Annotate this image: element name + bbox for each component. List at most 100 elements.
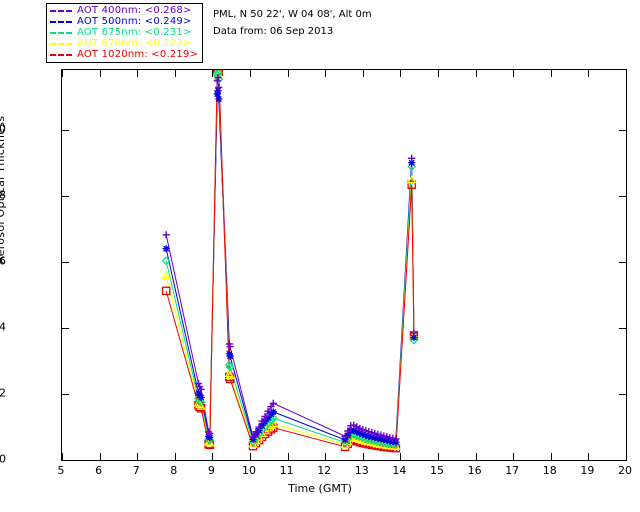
legend-entry: AOT 500nm: <0.249> bbox=[50, 16, 198, 27]
data-point-asterisk bbox=[365, 432, 373, 440]
data-point-asterisk bbox=[341, 436, 349, 444]
legend-entry-label: AOT 500nm bbox=[77, 16, 138, 27]
data-point-asterisk bbox=[214, 87, 222, 95]
legend-entry: AOT 400nm: <0.268> bbox=[50, 5, 198, 16]
legend-entry: AOT 675nm: <0.231> bbox=[50, 27, 198, 38]
x-tick bbox=[588, 453, 590, 460]
x-tick-label: 5 bbox=[57, 464, 65, 477]
legend-entry: AOT 1020nm: <0.219> bbox=[50, 49, 198, 60]
data-point-plus bbox=[226, 342, 234, 351]
x-tick-label: 8 bbox=[170, 464, 178, 477]
x-axis-title: Time (GMT) bbox=[288, 482, 352, 495]
data-point-asterisk bbox=[213, 90, 221, 98]
y-tick bbox=[619, 130, 626, 132]
y-tick bbox=[619, 262, 626, 264]
x-tick bbox=[212, 453, 214, 460]
y-tick bbox=[62, 130, 69, 132]
data-point-triangle bbox=[161, 270, 171, 279]
data-point-asterisk bbox=[258, 422, 266, 430]
data-point-asterisk bbox=[371, 433, 379, 442]
data-point-asterisk bbox=[226, 352, 234, 360]
legend-entry: AOT 870nm: <0.223> bbox=[50, 38, 198, 49]
x-tick bbox=[62, 453, 63, 460]
legend-entry-label: AOT 1020nm bbox=[77, 49, 145, 60]
x-tick-label: 14 bbox=[392, 464, 407, 477]
x-tick bbox=[550, 70, 552, 77]
legend-entry-value: : <0.231> bbox=[137, 27, 192, 38]
data-point-triangle bbox=[225, 370, 235, 380]
legend-entry-text: AOT 400nm: <0.268> bbox=[77, 5, 192, 16]
data-point-diamond bbox=[205, 435, 215, 445]
legend-entry-text: AOT 870nm: <0.223> bbox=[77, 38, 192, 49]
x-tick bbox=[550, 453, 552, 460]
x-tick bbox=[137, 453, 139, 460]
data-point-plus bbox=[344, 427, 352, 435]
series-markers bbox=[162, 73, 418, 443]
legend-line-swatch bbox=[50, 53, 72, 56]
x-tick bbox=[62, 70, 63, 77]
x-tick bbox=[250, 453, 251, 460]
legend-line-swatch bbox=[50, 9, 72, 12]
data-point-asterisk bbox=[362, 431, 370, 439]
series-line bbox=[165, 77, 415, 440]
y-tick-label: 0.0 bbox=[0, 452, 6, 466]
data-point-plus bbox=[341, 432, 349, 440]
y-tick bbox=[619, 394, 626, 396]
data-point-asterisk bbox=[194, 389, 203, 397]
x-tick-label: 11 bbox=[279, 464, 294, 477]
data-point-plus bbox=[206, 430, 214, 438]
legend-entry-label: AOT 675nm bbox=[77, 27, 138, 38]
data-point-asterisk bbox=[374, 434, 382, 442]
y-tick-label: 0.4 bbox=[0, 320, 6, 334]
data-point-plus bbox=[258, 417, 266, 425]
legend-entry-text: AOT 675nm: <0.231> bbox=[77, 27, 192, 38]
plot-canvas bbox=[62, 70, 626, 460]
plot-frame bbox=[61, 69, 627, 461]
legend-entry-value: : <0.219> bbox=[144, 49, 199, 60]
y-tick bbox=[619, 328, 626, 330]
legend-entry-value: : <0.223> bbox=[137, 38, 192, 49]
data-point-square bbox=[266, 425, 276, 434]
x-tick-label: 15 bbox=[430, 464, 444, 477]
data-point-plus bbox=[408, 154, 416, 162]
data-point-plus bbox=[264, 407, 272, 415]
series-line bbox=[165, 72, 415, 446]
data-point-triangle bbox=[346, 433, 356, 442]
data-point-diamond bbox=[225, 362, 235, 372]
data-point-plus bbox=[213, 77, 221, 85]
data-point-asterisk bbox=[350, 426, 358, 434]
data-point-plus bbox=[392, 435, 400, 443]
data-point-plus bbox=[215, 83, 223, 92]
legend-entry-value: : <0.268> bbox=[137, 5, 192, 16]
data-point-asterisk bbox=[356, 429, 364, 437]
data-point-asterisk bbox=[197, 393, 205, 401]
data-point-plus bbox=[197, 385, 205, 394]
data-point-asterisk bbox=[377, 435, 385, 443]
legend-entry-label: AOT 400nm bbox=[77, 5, 138, 16]
x-tick bbox=[588, 70, 590, 77]
x-tick-label: 13 bbox=[354, 464, 369, 477]
legend-line-swatch bbox=[50, 20, 72, 23]
data-point-triangle bbox=[260, 425, 270, 435]
data-point-square bbox=[407, 180, 416, 189]
header-info: PML, N 50 22', W 04 08', Alt 0m Data fro… bbox=[213, 6, 372, 40]
x-tick bbox=[475, 453, 477, 460]
legend-line-swatch bbox=[50, 42, 72, 45]
data-point-asterisk bbox=[408, 159, 416, 167]
data-point-plus bbox=[194, 379, 203, 388]
data-point-asterisk bbox=[162, 245, 170, 253]
x-tick bbox=[250, 70, 251, 77]
legend-entry-text: AOT 1020nm: <0.219> bbox=[77, 49, 198, 60]
y-tick bbox=[619, 196, 626, 198]
x-tick-label: 6 bbox=[95, 464, 103, 477]
data-point-diamond bbox=[340, 438, 350, 447]
data-point-triangle bbox=[196, 401, 206, 410]
x-tick-label: 18 bbox=[542, 464, 557, 477]
x-tick bbox=[99, 453, 101, 460]
x-tick bbox=[174, 70, 176, 77]
data-point-square bbox=[161, 286, 171, 296]
x-tick bbox=[626, 70, 627, 77]
x-tick-label: 9 bbox=[207, 464, 215, 477]
x-tick-label: 12 bbox=[317, 464, 332, 477]
data-point-asterisk bbox=[368, 433, 376, 441]
